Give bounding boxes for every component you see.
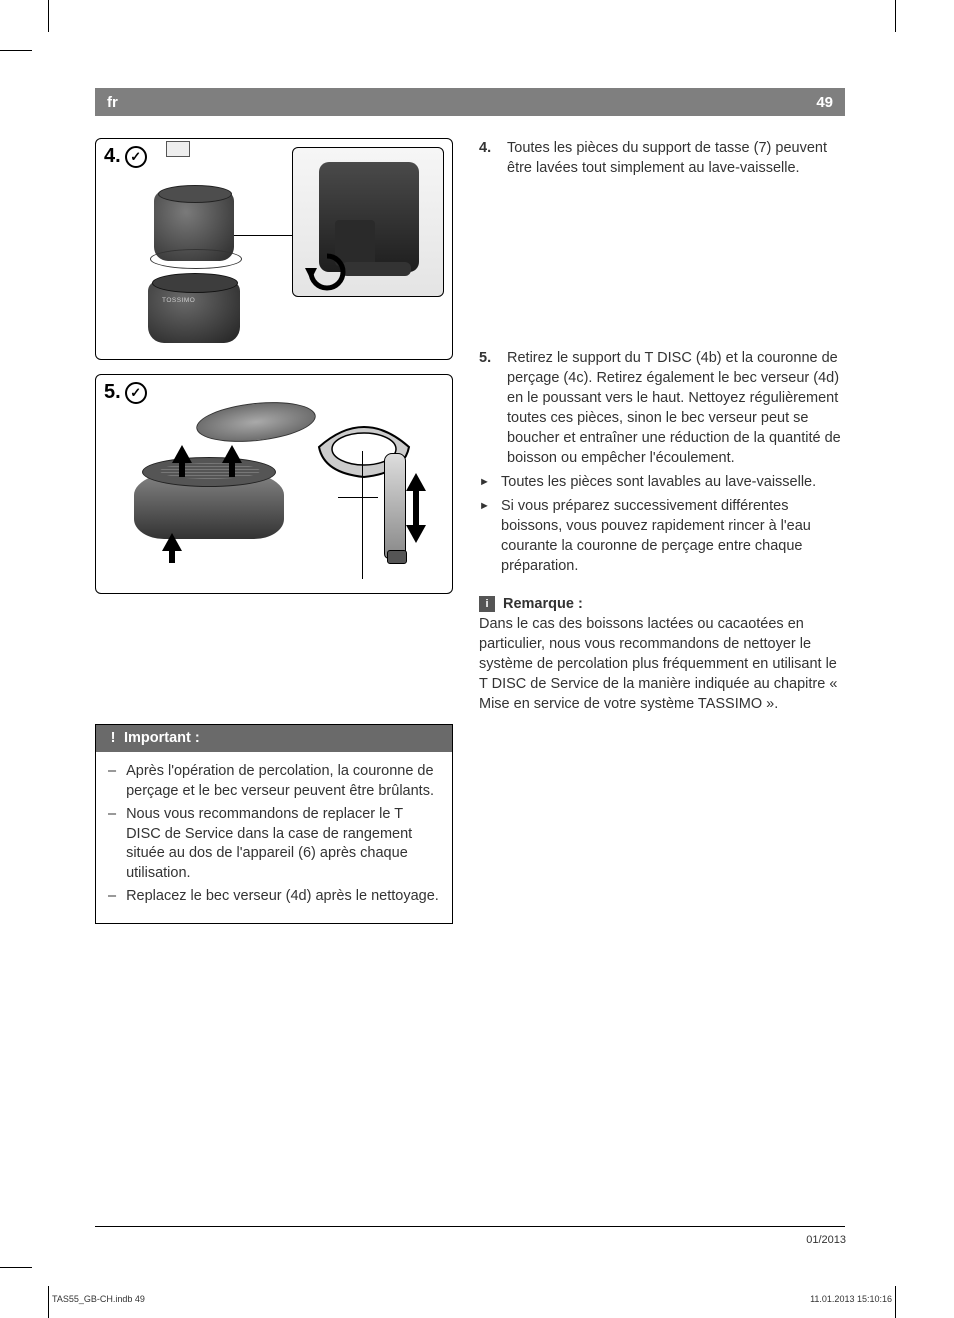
list-item: Replacez le bec verseur (4d) après le ne… bbox=[108, 887, 440, 907]
crop-mark bbox=[0, 50, 32, 51]
remarque-body: Dans le cas des boissons lactées ou caca… bbox=[479, 614, 841, 714]
up-arrow-icon bbox=[172, 445, 192, 477]
list-text: Nous vous recommandons de replacer le T … bbox=[126, 805, 440, 883]
crop-mark bbox=[895, 0, 896, 32]
step-number: 5. bbox=[479, 348, 497, 468]
holder-base bbox=[134, 469, 284, 539]
list-text: Après l'opération de percolation, la cou… bbox=[126, 762, 440, 801]
list-item: Après l'opération de percolation, la cou… bbox=[108, 762, 440, 801]
list-item: Nous vous recommandons de replacer le T … bbox=[108, 805, 440, 883]
figure-num-text: 4. bbox=[104, 145, 121, 168]
figure-number: 4. bbox=[104, 145, 147, 168]
important-body: Après l'opération de percolation, la cou… bbox=[96, 752, 452, 923]
washer-icon bbox=[166, 141, 190, 157]
left-column: 4. TOSSIMO bbox=[95, 138, 453, 924]
step-number: 4. bbox=[479, 138, 497, 178]
figure-number: 5. bbox=[104, 381, 147, 404]
up-arrow-icon bbox=[222, 445, 242, 477]
important-heading: !Important : bbox=[96, 725, 452, 752]
up-arrow-icon bbox=[162, 549, 182, 581]
header-page-number: 49 bbox=[816, 94, 833, 111]
info-icon: i bbox=[479, 596, 495, 612]
list-item: Toutes les pièces sont lavables au lave-… bbox=[479, 472, 841, 492]
cup-stand-illustration: TOSSIMO bbox=[124, 171, 254, 341]
crop-mark bbox=[895, 1286, 896, 1318]
remarque-heading: i Remarque : bbox=[479, 596, 841, 612]
footer-date: 01/2013 bbox=[806, 1234, 846, 1246]
remarque-label: Remarque : bbox=[503, 596, 583, 612]
drip-tray bbox=[341, 262, 411, 276]
cup-bottom: TOSSIMO bbox=[148, 281, 240, 343]
cup-label: TOSSIMO bbox=[162, 297, 195, 304]
crop-mark bbox=[48, 0, 49, 32]
callout-line bbox=[338, 497, 378, 498]
step-4-block: 4. Toutes les pièces du support de tasse… bbox=[479, 138, 841, 178]
crop-mark bbox=[0, 1267, 32, 1268]
figure-4: 4. TOSSIMO bbox=[95, 138, 453, 360]
list-text: Toutes les pièces sont lavables au lave-… bbox=[501, 472, 816, 492]
important-title: Important : bbox=[124, 730, 200, 746]
two-column-content: 4. TOSSIMO bbox=[95, 138, 845, 924]
crop-mark bbox=[48, 1286, 49, 1318]
check-icon bbox=[125, 382, 147, 404]
right-column: 4. Toutes les pièces du support de tasse… bbox=[479, 138, 841, 924]
step-5-list: 5. Retirez le support du T DISC (4b) et … bbox=[479, 348, 841, 468]
page-content: fr 49 4. TOSSIMO bbox=[95, 88, 845, 924]
machine-inset bbox=[292, 147, 444, 297]
important-box: !Important : Après l'opération de percol… bbox=[95, 724, 453, 924]
disc-holder-illustration bbox=[114, 451, 304, 581]
disc bbox=[194, 397, 317, 447]
list-item: Si vous préparez successivement différen… bbox=[479, 496, 841, 576]
cup-top bbox=[154, 191, 234, 261]
guide-line bbox=[362, 451, 363, 579]
step-text: Retirez le support du T DISC (4b) et la … bbox=[507, 348, 841, 468]
list-item: 5. Retirez le support du T DISC (4b) et … bbox=[479, 348, 841, 468]
spout-illustration bbox=[374, 453, 422, 573]
figure-5: 5. bbox=[95, 374, 453, 594]
spout-tube bbox=[384, 453, 406, 559]
footer-rule bbox=[95, 1226, 845, 1227]
double-arrow-icon bbox=[406, 473, 426, 543]
check-icon bbox=[125, 146, 147, 168]
figure-num-text: 5. bbox=[104, 381, 121, 404]
job-info-left: TAS55_GB-CH.indb 49 bbox=[52, 1294, 145, 1304]
step-5-block: 5. Retirez le support du T DISC (4b) et … bbox=[479, 348, 841, 576]
rotate-arrow-icon bbox=[303, 248, 351, 296]
header-lang: fr bbox=[107, 94, 118, 111]
bullet-list: Toutes les pièces sont lavables au lave-… bbox=[479, 472, 841, 576]
list-text: Replacez le bec verseur (4d) après le ne… bbox=[126, 887, 439, 907]
exclaim-icon: ! bbox=[106, 730, 120, 746]
list-item: 4. Toutes les pièces du support de tasse… bbox=[479, 138, 841, 178]
list-text: Si vous préparez successivement différen… bbox=[501, 496, 841, 576]
important-list: Après l'opération de percolation, la cou… bbox=[108, 762, 440, 907]
job-info-right: 11.01.2013 15:10:16 bbox=[810, 1294, 892, 1304]
step-text: Toutes les pièces du support de tasse (7… bbox=[507, 138, 841, 178]
header-bar: fr 49 bbox=[95, 88, 845, 116]
